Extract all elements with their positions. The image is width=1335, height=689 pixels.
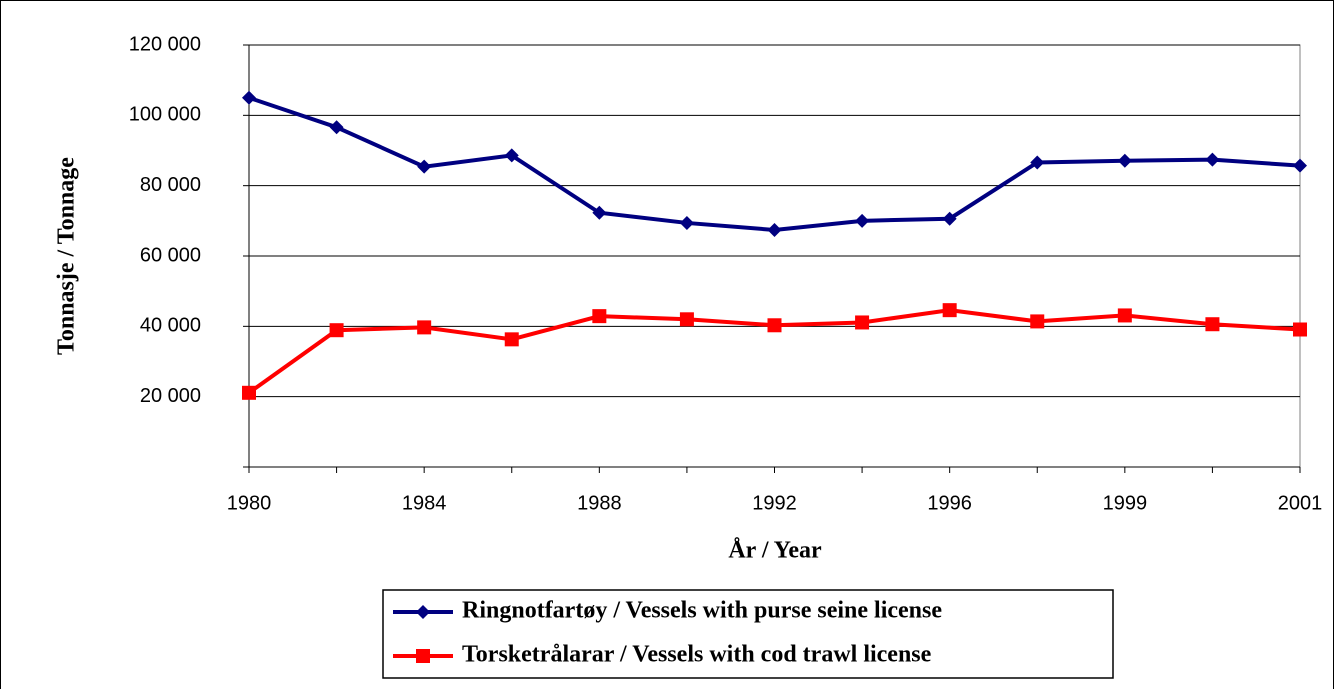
x-axis-label: År / Year: [728, 538, 822, 564]
marker: [1117, 308, 1132, 323]
y-tick-label: 100 000: [129, 104, 201, 126]
marker: [942, 303, 957, 318]
marker: [1030, 314, 1045, 329]
marker: [416, 605, 430, 619]
x-tick-label: 2001: [1278, 492, 1323, 514]
marker: [679, 312, 694, 327]
marker: [679, 215, 694, 230]
y-tick-label: 20 000: [140, 385, 201, 407]
legend-label: Ringnotfartøy / Vessels with purse seine…: [462, 598, 942, 624]
x-tick-label: 1988: [577, 492, 622, 514]
x-tick-label: 1996: [927, 492, 972, 514]
marker: [416, 649, 430, 663]
marker: [1205, 317, 1220, 332]
marker: [329, 323, 344, 338]
x-tick-label: 1980: [227, 492, 272, 514]
marker: [417, 320, 432, 335]
legend-label: Torsketrålarar / Vessels with cod trawl …: [462, 642, 932, 668]
y-axis-label: Tonnasje / Tonnage: [54, 157, 80, 355]
marker: [504, 332, 519, 347]
marker: [855, 213, 870, 228]
marker: [417, 159, 432, 174]
x-tick-label: 1992: [752, 492, 797, 514]
y-tick-label: 80 000: [140, 174, 201, 196]
x-tick-label: 1984: [402, 492, 447, 514]
marker: [242, 90, 256, 105]
marker: [1205, 152, 1220, 167]
marker: [504, 148, 519, 163]
marker: [329, 120, 344, 135]
marker: [1293, 322, 1307, 337]
marker: [1030, 155, 1045, 170]
marker: [1293, 158, 1307, 173]
marker: [592, 205, 607, 220]
y-tick-label: 60 000: [140, 244, 201, 266]
marker: [855, 315, 870, 330]
marker: [767, 318, 782, 333]
marker: [942, 211, 957, 226]
marker: [592, 309, 607, 324]
marker: [1117, 153, 1132, 168]
y-tick-label: 120 000: [129, 33, 201, 55]
legend-box: [382, 589, 1114, 679]
marker: [242, 385, 256, 400]
x-tick-label: 1999: [1103, 492, 1148, 514]
marker: [767, 222, 782, 237]
y-tick-label: 40 000: [140, 315, 201, 337]
